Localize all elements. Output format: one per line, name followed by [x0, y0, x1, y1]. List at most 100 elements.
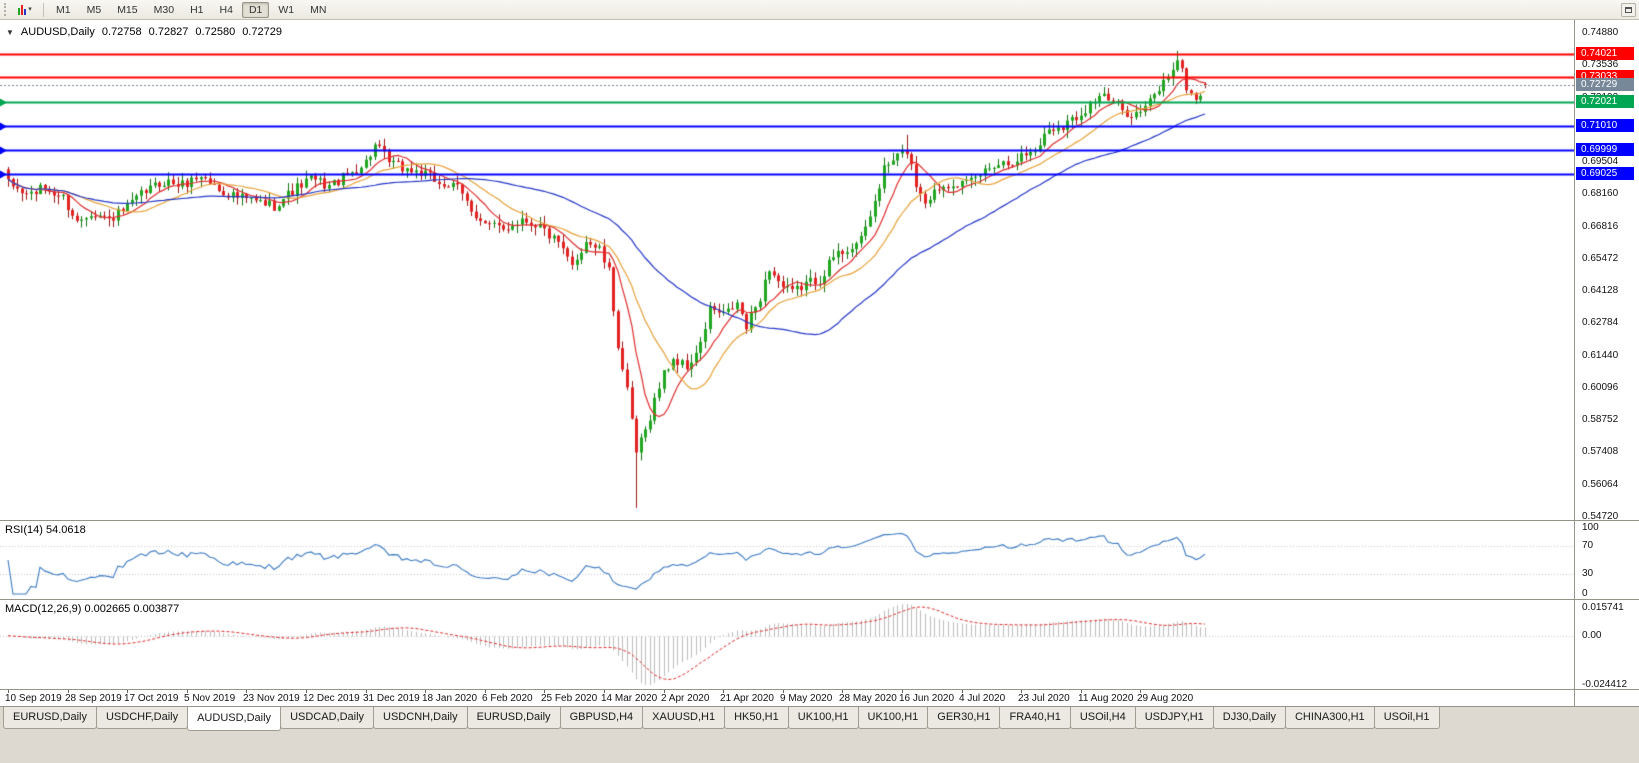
- time-axis-label: 9 May 2020: [780, 693, 833, 704]
- ohlc-close: 0.72729: [242, 26, 282, 38]
- time-axis-tick: [723, 690, 724, 693]
- price-axis-label: 0.66816: [1582, 220, 1619, 232]
- timeframe-button-m15[interactable]: M15: [117, 3, 138, 16]
- timeframe-toolbar: ▾ M1 M5 M15 M30 H1 H4 D1 W1 MN: [0, 0, 1639, 20]
- chart-tab-fra40-h1[interactable]: FRA40,H1: [999, 707, 1071, 729]
- chart-ohlc-header: ▼ AUDUSD,Daily 0.72758 0.72827 0.72580 0…: [6, 26, 282, 38]
- timeframe-button-m5[interactable]: M5: [86, 3, 102, 16]
- timeframe-button-w1[interactable]: W1: [278, 3, 295, 16]
- chart-tab-usoil-h4[interactable]: USOil,H4: [1069, 707, 1136, 729]
- ohlc-open: 0.72758: [101, 26, 142, 38]
- toolbar-grip[interactable]: [4, 3, 8, 16]
- pane-separator[interactable]: [0, 520, 1639, 521]
- time-axis-label: 16 Jun 2020: [899, 693, 955, 704]
- time-axis-tick: [127, 690, 128, 693]
- chart-tab-gbpusd-h4[interactable]: GBPUSD,H4: [559, 707, 644, 729]
- price-axis-label: 0.61440: [1582, 349, 1619, 361]
- chart-tab-ger30-h1[interactable]: GER30,H1: [927, 707, 1001, 729]
- restore-window-button[interactable]: [1621, 2, 1636, 17]
- time-axis-tick: [1021, 690, 1022, 693]
- symbol-timeframe-label: AUDUSD,Daily: [20, 26, 95, 38]
- time-axis-label: 17 Oct 2019: [124, 693, 179, 704]
- time-axis-label: 25 Feb 2020: [541, 693, 598, 704]
- time-axis-label: 12 Dec 2019: [303, 693, 360, 704]
- price-axis-label: 0.65472: [1582, 252, 1619, 264]
- chart-region: ▼ AUDUSD,Daily 0.72758 0.72827 0.72580 0…: [0, 20, 1639, 706]
- chart-tab-usdcad-daily[interactable]: USDCAD,Daily: [280, 707, 375, 729]
- price-level-tag: 0.74021: [1576, 47, 1634, 60]
- price-axis-label: 0.56064: [1582, 478, 1619, 490]
- candlestick-chart-icon: [18, 4, 27, 15]
- price-axis-label: 0.57408: [1582, 446, 1619, 458]
- chart-tab-strip: EURUSD,Daily USDCHF,Daily AUDUSD,Daily USDC…: [0, 706, 1639, 763]
- time-axis-label: 31 Dec 2019: [363, 693, 420, 704]
- time-axis-tick: [664, 690, 665, 693]
- time-axis-tick: [544, 690, 545, 693]
- price-chart-canvas[interactable]: [0, 20, 1574, 520]
- chevron-down-icon: ▾: [28, 6, 32, 13]
- rsi-axis-label: 0: [1582, 588, 1588, 599]
- time-axis-tick: [187, 690, 188, 693]
- one-click-trading-toggle[interactable]: ▼: [6, 27, 14, 37]
- price-axis-label: 0.60096: [1582, 381, 1619, 393]
- chart-tab-usdcnh-daily[interactable]: USDCNH,Daily: [373, 707, 468, 729]
- timeframe-button-h1[interactable]: H1: [190, 3, 204, 16]
- chart-type-button[interactable]: ▾: [12, 2, 38, 18]
- time-axis-tick: [306, 690, 307, 693]
- chart-tab-xauusd-h1[interactable]: XAUUSD,H1: [642, 707, 726, 729]
- time-axis-tick: [366, 690, 367, 693]
- time-axis-tick: [842, 690, 843, 693]
- pane-separator[interactable]: [0, 599, 1639, 600]
- chart-tab-eurusd-daily[interactable]: EURUSD,Daily: [3, 707, 97, 729]
- time-axis-tick: [783, 690, 784, 693]
- time-axis-label: 6 Feb 2020: [482, 693, 533, 704]
- rsi-indicator-label: RSI(14) 54.0618: [5, 524, 86, 536]
- timeframe-button-m1[interactable]: M1: [56, 3, 71, 16]
- timeframe-button-m30[interactable]: M30: [153, 3, 175, 16]
- chart-tab-audusd-daily[interactable]: AUDUSD,Daily: [187, 707, 282, 731]
- chart-tab-uk100-h1[interactable]: UK100,H1: [857, 707, 929, 729]
- rsi-axis-label: 30: [1582, 567, 1594, 579]
- time-axis-tick: [68, 690, 69, 693]
- macd-axis-label: 0.015741: [1582, 602, 1624, 613]
- time-axis-label: 28 Sep 2019: [65, 693, 122, 704]
- price-level-tag: 0.69999: [1576, 143, 1634, 156]
- macd-pane-canvas[interactable]: [0, 600, 1574, 689]
- macd-axis-label: -0.024412: [1582, 679, 1628, 690]
- time-axis-label: 23 Nov 2019: [243, 693, 300, 704]
- timeframe-button-h4[interactable]: H4: [219, 3, 233, 16]
- chart-tab-hk50-h1[interactable]: HK50,H1: [724, 707, 789, 729]
- toolbar-separator: [43, 2, 44, 17]
- price-axis[interactable]: 0.748800.735360.721920.708480.695040.681…: [1574, 20, 1639, 706]
- macd-axis-label: 0.00: [1582, 629, 1602, 641]
- time-axis-tick: [962, 690, 963, 693]
- price-level-tag: 0.72021: [1576, 95, 1634, 108]
- time-axis-label: 11 Aug 2020: [1078, 693, 1134, 704]
- timeframe-button-mn[interactable]: MN: [310, 3, 327, 16]
- time-axis[interactable]: 10 Sep 2019 28 Sep 2019 17 Oct 2019 5 Nov 2…: [0, 690, 1574, 706]
- chart-tab-uk100-h1[interactable]: UK100,H1: [787, 707, 859, 729]
- price-level-tag: 0.72729: [1576, 78, 1634, 91]
- time-axis-label: 23 Jul 2020: [1018, 693, 1070, 704]
- chart-tab-china300-h1[interactable]: CHINA300,H1: [1284, 707, 1375, 729]
- chart-tab-eurusd-daily[interactable]: EURUSD,Daily: [466, 707, 561, 729]
- time-axis-label: 29 Aug 2020: [1137, 693, 1194, 704]
- rsi-axis-label: 70: [1582, 540, 1594, 552]
- chart-tab-usoil-h1[interactable]: USOil,H1: [1373, 707, 1440, 729]
- price-axis-label: 0.74880: [1582, 27, 1619, 38]
- time-axis-tick: [246, 690, 247, 693]
- price-axis-label: 0.68160: [1582, 188, 1619, 200]
- time-axis-label: 5 Nov 2019: [184, 693, 236, 704]
- pane-separator[interactable]: [0, 689, 1639, 690]
- chart-tab-usdjpy-h1[interactable]: USDJPY,H1: [1134, 707, 1214, 729]
- time-axis-label: 18 Jan 2020: [422, 693, 478, 704]
- chart-tab-dj30-daily[interactable]: DJ30,Daily: [1212, 707, 1286, 729]
- price-level-tag: 0.71010: [1576, 119, 1634, 132]
- price-axis-label: 0.64128: [1582, 285, 1619, 297]
- time-axis-label: 4 Jul 2020: [959, 693, 1006, 704]
- rsi-pane-canvas[interactable]: [0, 521, 1574, 599]
- timeframe-button-d1[interactable]: D1: [241, 1, 270, 18]
- time-axis-label: 2 Apr 2020: [661, 693, 710, 704]
- chart-tab-usdchf-daily[interactable]: USDCHF,Daily: [95, 707, 189, 729]
